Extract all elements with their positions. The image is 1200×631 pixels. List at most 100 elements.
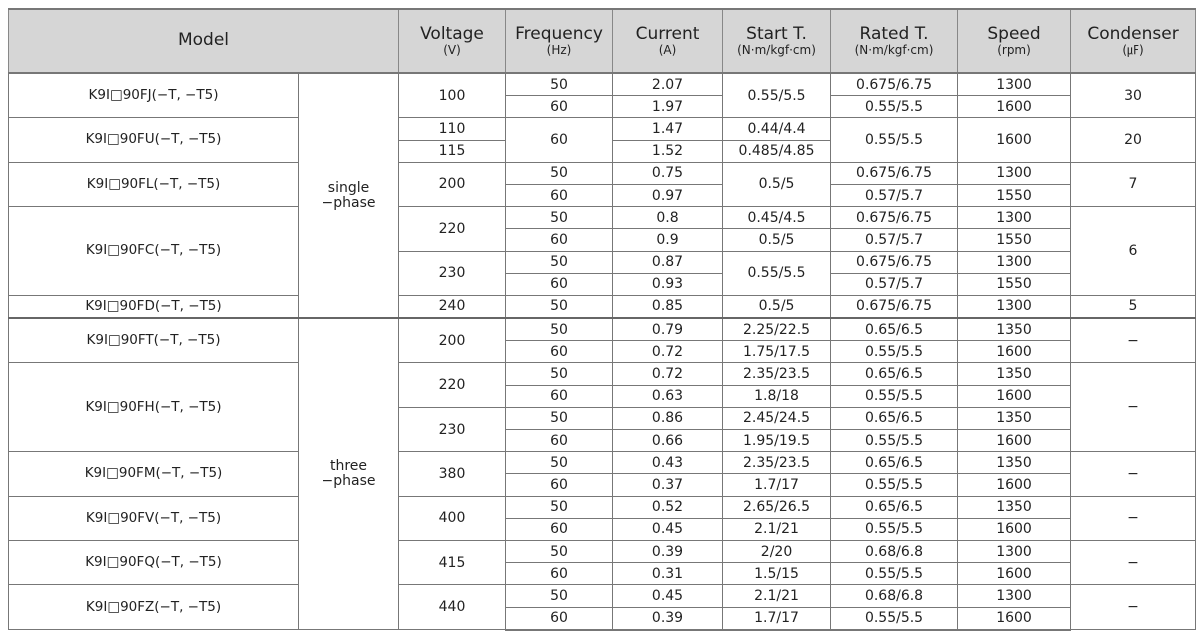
table-body: K9I□90FJ(−T, −T5) single −phase 100 50 2.07 0… — [8, 72, 1197, 631]
cell-start-torque: 2.1/21 — [722, 584, 832, 608]
cell-start-torque: 2.35/23.5 — [722, 362, 832, 386]
cell-speed: 1300 — [957, 539, 1072, 564]
cell-rated-torque: 0.675/6.75 — [830, 161, 959, 185]
cell-model: K9I□90FH(−T, −T5) — [8, 362, 299, 453]
table-row: K9I□90FQ(−T, −T5) 415 50 0.39 2/20 0.68/6.8 13… — [8, 539, 1197, 586]
cell-current: 0.9 — [612, 228, 724, 252]
cell-start-torque: 1.75/17.5 — [722, 340, 832, 364]
cell-start-torque: 0.45/4.5 — [722, 206, 832, 230]
header-unit: (rpm) — [997, 42, 1031, 57]
cell-current: 0.45 — [612, 517, 724, 541]
cell-voltage: 240 — [398, 294, 507, 319]
cell-speed: 1300 — [957, 250, 1072, 274]
header-unit: (A) — [658, 42, 677, 57]
cell-condenser: − — [1070, 362, 1197, 453]
cell-frequency: 50 — [505, 406, 614, 431]
cell-model: K9I□90FC(−T, −T5) — [8, 206, 299, 296]
cell-current: 0.79 — [612, 317, 724, 342]
cell-condenser: 20 — [1070, 117, 1197, 163]
cell-rated-torque: 0.675/6.75 — [830, 250, 959, 274]
cell-rated-torque: 0.55/5.5 — [830, 517, 959, 541]
header-unit: (Hz) — [546, 42, 572, 57]
header-rated-torque: Rated T. (N·m/kgf·cm) — [830, 8, 959, 74]
cell-current: 1.52 — [612, 139, 724, 163]
cell-frequency: 60 — [505, 183, 614, 208]
cell-model: K9I□90FU(−T, −T5) — [8, 117, 299, 163]
cell-frequency: 60 — [505, 228, 614, 252]
cell-model: K9I□90FZ(−T, −T5) — [8, 584, 299, 631]
cell-rated-torque: 0.55/5.5 — [830, 95, 959, 119]
cell-start-torque: 1.95/19.5 — [722, 428, 832, 453]
cell-condenser: − — [1070, 584, 1197, 631]
cell-current: 0.8 — [612, 206, 724, 230]
cell-model: K9I□90FL(−T, −T5) — [8, 161, 299, 208]
cell-speed: 1300 — [957, 206, 1072, 230]
cell-speed: 1350 — [957, 317, 1072, 342]
cell-frequency: 60 — [505, 562, 614, 586]
cell-condenser: − — [1070, 539, 1197, 586]
cell-voltage: 220 — [398, 362, 507, 408]
cell-frequency: 50 — [505, 206, 614, 230]
cell-frequency: 60 — [505, 95, 614, 119]
cell-current: 2.07 — [612, 72, 724, 97]
motor-spec-table: Model Voltage (V) Frequency (Hz) Current (A… — [7, 8, 1197, 631]
cell-frequency: 50 — [505, 317, 614, 342]
cell-model: K9I□90FD(−T, −T5) — [8, 294, 299, 319]
cell-rated-torque: 0.55/5.5 — [830, 340, 959, 364]
cell-start-torque: 0.44/4.4 — [722, 117, 832, 141]
header-condenser: Condenser (㎌) — [1070, 8, 1197, 74]
cell-condenser: − — [1070, 495, 1197, 541]
cell-frequency: 60 — [505, 428, 614, 453]
cell-start-torque: 0.5/5 — [722, 161, 832, 208]
cell-frequency: 50 — [505, 161, 614, 185]
header-start-torque: Start T. (N·m/kgf·cm) — [722, 8, 832, 74]
cell-speed: 1600 — [957, 606, 1072, 631]
cell-speed: 1550 — [957, 228, 1072, 252]
header-label: Speed — [987, 23, 1041, 44]
cell-speed: 1600 — [957, 428, 1072, 453]
cell-voltage: 110 — [398, 117, 507, 141]
cell-rated-torque: 0.57/5.7 — [830, 228, 959, 252]
cell-phase: three −phase — [297, 317, 400, 631]
cell-current: 0.93 — [612, 272, 724, 296]
cell-speed: 1600 — [957, 95, 1072, 119]
cell-frequency: 60 — [505, 117, 614, 163]
header-label: Frequency — [515, 23, 603, 44]
cell-start-torque: 0.5/5 — [722, 294, 832, 319]
cell-start-torque: 0.55/5.5 — [722, 72, 832, 119]
cell-frequency: 50 — [505, 294, 614, 319]
header-unit: (㎌) — [1122, 42, 1144, 57]
header-label: Voltage — [420, 23, 484, 44]
cell-speed: 1600 — [957, 117, 1072, 163]
cell-start-torque: 2.45/24.5 — [722, 406, 832, 431]
cell-current: 1.97 — [612, 95, 724, 119]
table-row: K9I□90FV(−T, −T5) 400 50 0.52 2.65/26.5 0.65/… — [8, 495, 1197, 541]
cell-current: 0.75 — [612, 161, 724, 185]
cell-frequency: 60 — [505, 606, 614, 631]
table-row: 60 0.37 1.7/17 0.55/5.5 1600 — [9, 473, 1196, 497]
cell-frequency: 50 — [505, 584, 614, 608]
cell-current: 0.52 — [612, 495, 724, 519]
header-unit: (N·m/kgf·cm) — [737, 42, 816, 57]
cell-current: 0.63 — [612, 384, 724, 408]
table-row: K9I□90FU(−T, −T5) 110 60 1.47 0.44/4.4 0.55/5… — [8, 117, 1197, 163]
table-row: K9I□90FZ(−T, −T5) 440 50 0.45 2.1/21 0.68/6.8… — [8, 584, 1197, 631]
header-label: Model — [177, 30, 230, 51]
cell-model: K9I□90FV(−T, −T5) — [8, 495, 299, 541]
cell-current: 0.37 — [612, 473, 724, 497]
cell-current: 0.39 — [612, 606, 724, 631]
table-row: K9I□90FC(−T, −T5) 220 50 0.8 0.45/4.5 0.675/6… — [8, 206, 1197, 296]
cell-rated-torque: 0.55/5.5 — [830, 117, 959, 163]
cell-current: 0.43 — [612, 451, 724, 475]
cell-voltage: 200 — [398, 317, 507, 364]
cell-model: K9I□90FM(−T, −T5) — [8, 451, 299, 497]
cell-voltage: 380 — [398, 451, 507, 497]
cell-rated-torque: 0.65/6.5 — [830, 495, 959, 519]
table-row: K9I□90FM(−T, −T5) 380 50 0.43 2.35/23.5 0.65/… — [8, 451, 1197, 497]
cell-frequency: 60 — [505, 340, 614, 364]
cell-current: 0.86 — [612, 406, 724, 431]
cell-current: 0.72 — [612, 340, 724, 364]
table-row: K9I□90FL(−T, −T5) 200 50 0.75 0.5/5 0.675/6.7… — [8, 161, 1197, 208]
cell-rated-torque: 0.55/5.5 — [830, 384, 959, 408]
cell-rated-torque: 0.65/6.5 — [830, 406, 959, 431]
